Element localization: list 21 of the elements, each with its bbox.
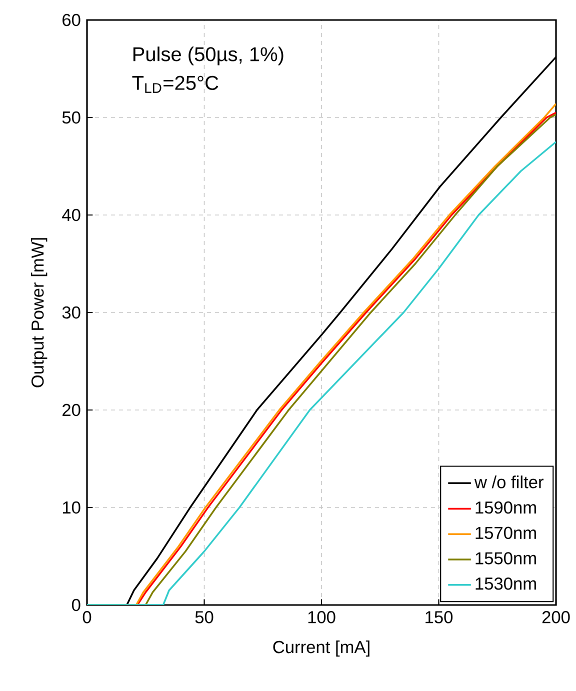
y-tick-label: 20 — [62, 404, 80, 416]
x-tick-label: 0 — [82, 611, 92, 624]
legend-label: 1530nm — [476, 577, 536, 590]
y-tick-label: 40 — [62, 208, 80, 222]
x-tick-label: 150 — [426, 611, 452, 624]
x-tick-label: 200 — [542, 611, 570, 624]
x-tick-label: 100 — [308, 611, 336, 624]
y-tick-label: 30 — [62, 306, 80, 319]
legend-label: 1570nm — [476, 526, 536, 540]
annotation: T$_{LD}$=25°C — [132, 76, 218, 93]
x-tick-label: 50 — [195, 611, 214, 624]
y-tick-label: 50 — [62, 111, 80, 124]
y-tick-label: 10 — [62, 501, 80, 514]
legend-label: w /o filter — [474, 476, 544, 488]
y-tick-label: 60 — [62, 14, 80, 26]
annotation: Pulse (50µs, 1%) — [133, 46, 284, 66]
legend-label: 1550nm — [476, 552, 536, 564]
legend-label: 1590nm — [476, 501, 536, 514]
y-tick-label: 0 — [72, 598, 80, 612]
x-axis-title: Current [mA] — [273, 640, 370, 657]
y-axis-title: Output Power [mW] — [30, 238, 48, 388]
